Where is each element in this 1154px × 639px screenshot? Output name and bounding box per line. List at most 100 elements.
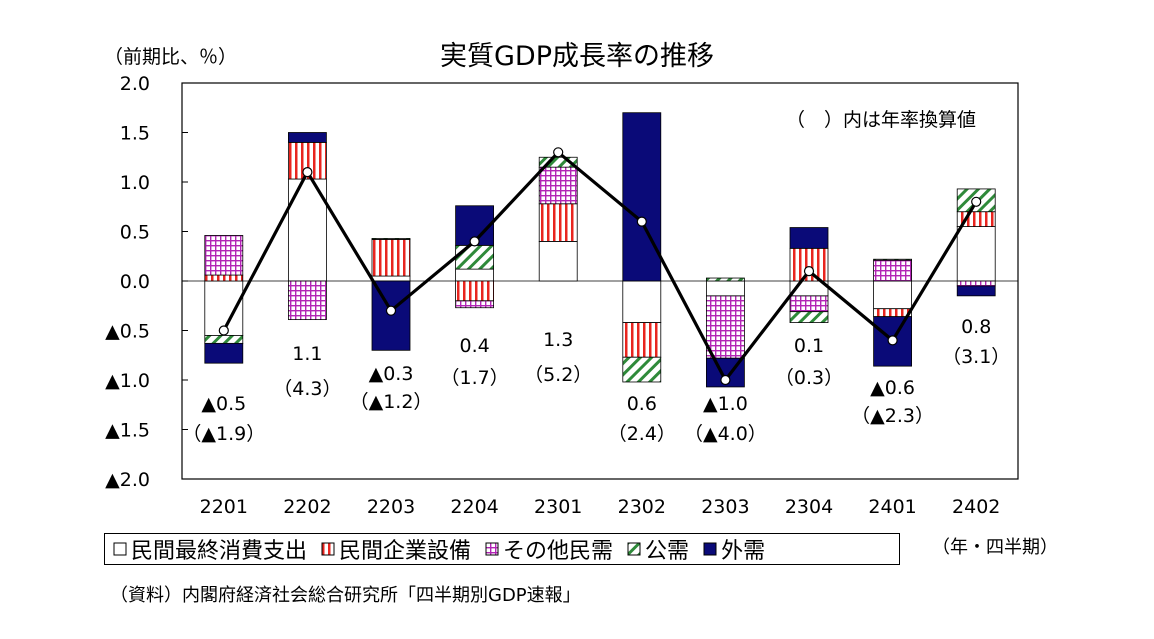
value-label-annualized: （▲1.2） xyxy=(350,391,433,413)
gdp-point xyxy=(803,266,815,277)
bar-segment xyxy=(204,274,244,282)
y-tick-label: 2.0 xyxy=(120,73,150,95)
bar-segment xyxy=(873,280,912,310)
source-note: （資料）内閣府経済社会総合研究所「四半期別GDP速報」 xyxy=(110,585,581,606)
value-label-annualized: （▲1.9） xyxy=(182,423,265,445)
x-tick-label: 2202 xyxy=(283,496,331,518)
bar-segment xyxy=(204,235,244,276)
bar-segment xyxy=(204,342,244,364)
y-tick-label: ▲1.0 xyxy=(105,370,150,392)
value-label-qoq: 1.3 xyxy=(543,329,573,351)
legend-label: 民間最終消費支出 xyxy=(131,539,308,564)
x-tick-label: 2204 xyxy=(450,496,498,518)
y-axis-unit-label: （前期比、％） xyxy=(104,46,238,68)
bar-segment xyxy=(789,295,829,313)
legend-item: 民間最終消費支出 xyxy=(113,533,307,565)
legend-swatch xyxy=(485,542,499,556)
value-label-annualized: （3.1） xyxy=(942,346,1010,368)
bar-segment xyxy=(873,259,912,282)
value-label-annualized: （2.4） xyxy=(608,423,676,445)
bar-segment xyxy=(455,268,495,282)
value-label-annualized: （4.3） xyxy=(273,378,341,400)
y-tick-label: 1.5 xyxy=(120,123,150,145)
bar-segment xyxy=(371,275,411,282)
bar-segment xyxy=(371,238,411,240)
value-label-qoq: 0.4 xyxy=(459,335,489,357)
bar-segment xyxy=(455,280,495,302)
chart-title: 実質GDP成長率の推移 xyxy=(440,41,714,72)
bar-segment xyxy=(455,244,495,270)
bar-segment xyxy=(538,240,578,282)
bar-segment xyxy=(455,300,495,309)
gdp-point xyxy=(553,147,564,158)
bar-segment xyxy=(706,295,745,359)
value-label-annualized: （5.2） xyxy=(524,364,592,386)
x-tick-label: 2301 xyxy=(534,496,582,518)
bar-segment xyxy=(956,285,996,297)
legend-item: 外需 xyxy=(703,533,765,565)
legend-item: 公需 xyxy=(627,533,689,565)
bar-segment xyxy=(789,227,829,249)
y-tick-label: 1.0 xyxy=(120,172,150,194)
bar-segment xyxy=(287,280,327,321)
legend-label: その他民需 xyxy=(503,539,614,564)
y-tick-label: ▲2.0 xyxy=(105,469,150,491)
value-label-qoq: ▲0.6 xyxy=(870,377,915,399)
legend-swatch xyxy=(627,542,641,556)
legend-item: 民間企業設備 xyxy=(321,533,471,565)
gdp-point xyxy=(720,374,731,386)
value-label-annualized: （0.3） xyxy=(775,367,843,389)
y-tick-label: 0.0 xyxy=(120,271,150,293)
value-label-annualized: （▲4.0） xyxy=(684,423,767,445)
period-unit-label: （年・四半期） xyxy=(932,537,1058,558)
legend-label: 民間企業設備 xyxy=(339,539,472,564)
value-label-annualized: （1.7） xyxy=(440,367,508,389)
value-label-qoq: ▲1.0 xyxy=(703,393,748,415)
x-tick-label: 2401 xyxy=(868,496,916,518)
bar-segment xyxy=(204,335,244,344)
x-tick-label: 2402 xyxy=(952,496,1000,518)
bar-segment xyxy=(873,258,912,261)
legend-label: 公需 xyxy=(645,539,690,564)
gdp-point xyxy=(636,216,647,227)
gdp-point xyxy=(218,325,229,336)
gdp-point xyxy=(887,335,898,346)
y-tick-label: ▲0.5 xyxy=(105,321,150,343)
legend-swatch xyxy=(113,542,127,556)
value-label-qoq: ▲0.5 xyxy=(201,393,246,415)
bar-segment xyxy=(706,277,745,282)
x-tick-label: 2304 xyxy=(785,496,833,518)
bar-segment xyxy=(371,239,411,277)
bar-segment xyxy=(538,166,578,205)
value-label-qoq: 0.8 xyxy=(961,316,991,338)
y-tick-label: ▲1.5 xyxy=(105,420,150,442)
bar-segment xyxy=(622,112,662,282)
legend-swatch xyxy=(703,542,717,556)
bar-segment xyxy=(706,280,745,297)
gdp-point xyxy=(469,236,480,247)
bar-segment xyxy=(956,226,996,282)
value-label-qoq: 0.6 xyxy=(627,393,657,415)
x-tick-label: 2203 xyxy=(367,496,415,518)
legend: 民間最終消費支出 民間企業設備 その他民需 公需 外需 xyxy=(104,533,900,565)
gdp-point xyxy=(302,167,313,178)
value-label-qoq: ▲0.3 xyxy=(369,363,414,385)
legend-item: その他民需 xyxy=(485,533,613,565)
bar-segment xyxy=(622,322,662,358)
legend-label: 外需 xyxy=(721,539,766,564)
x-tick-label: 2201 xyxy=(200,496,248,518)
value-label-qoq: 1.1 xyxy=(292,343,322,365)
gdp-growth-line xyxy=(222,150,978,382)
bar-segment xyxy=(622,356,662,383)
bar-segment xyxy=(622,280,662,323)
annualized-note: （ ）内は年率換算値 xyxy=(786,109,977,131)
bar-segment xyxy=(287,132,327,143)
x-tick-label: 2303 xyxy=(701,496,749,518)
bar-segment xyxy=(538,203,578,242)
bar-segment xyxy=(956,280,996,287)
bar-segment xyxy=(789,311,829,323)
y-tick-label: 0.5 xyxy=(120,222,150,244)
value-label-qoq: 0.1 xyxy=(794,335,824,357)
gdp-point xyxy=(385,305,397,316)
